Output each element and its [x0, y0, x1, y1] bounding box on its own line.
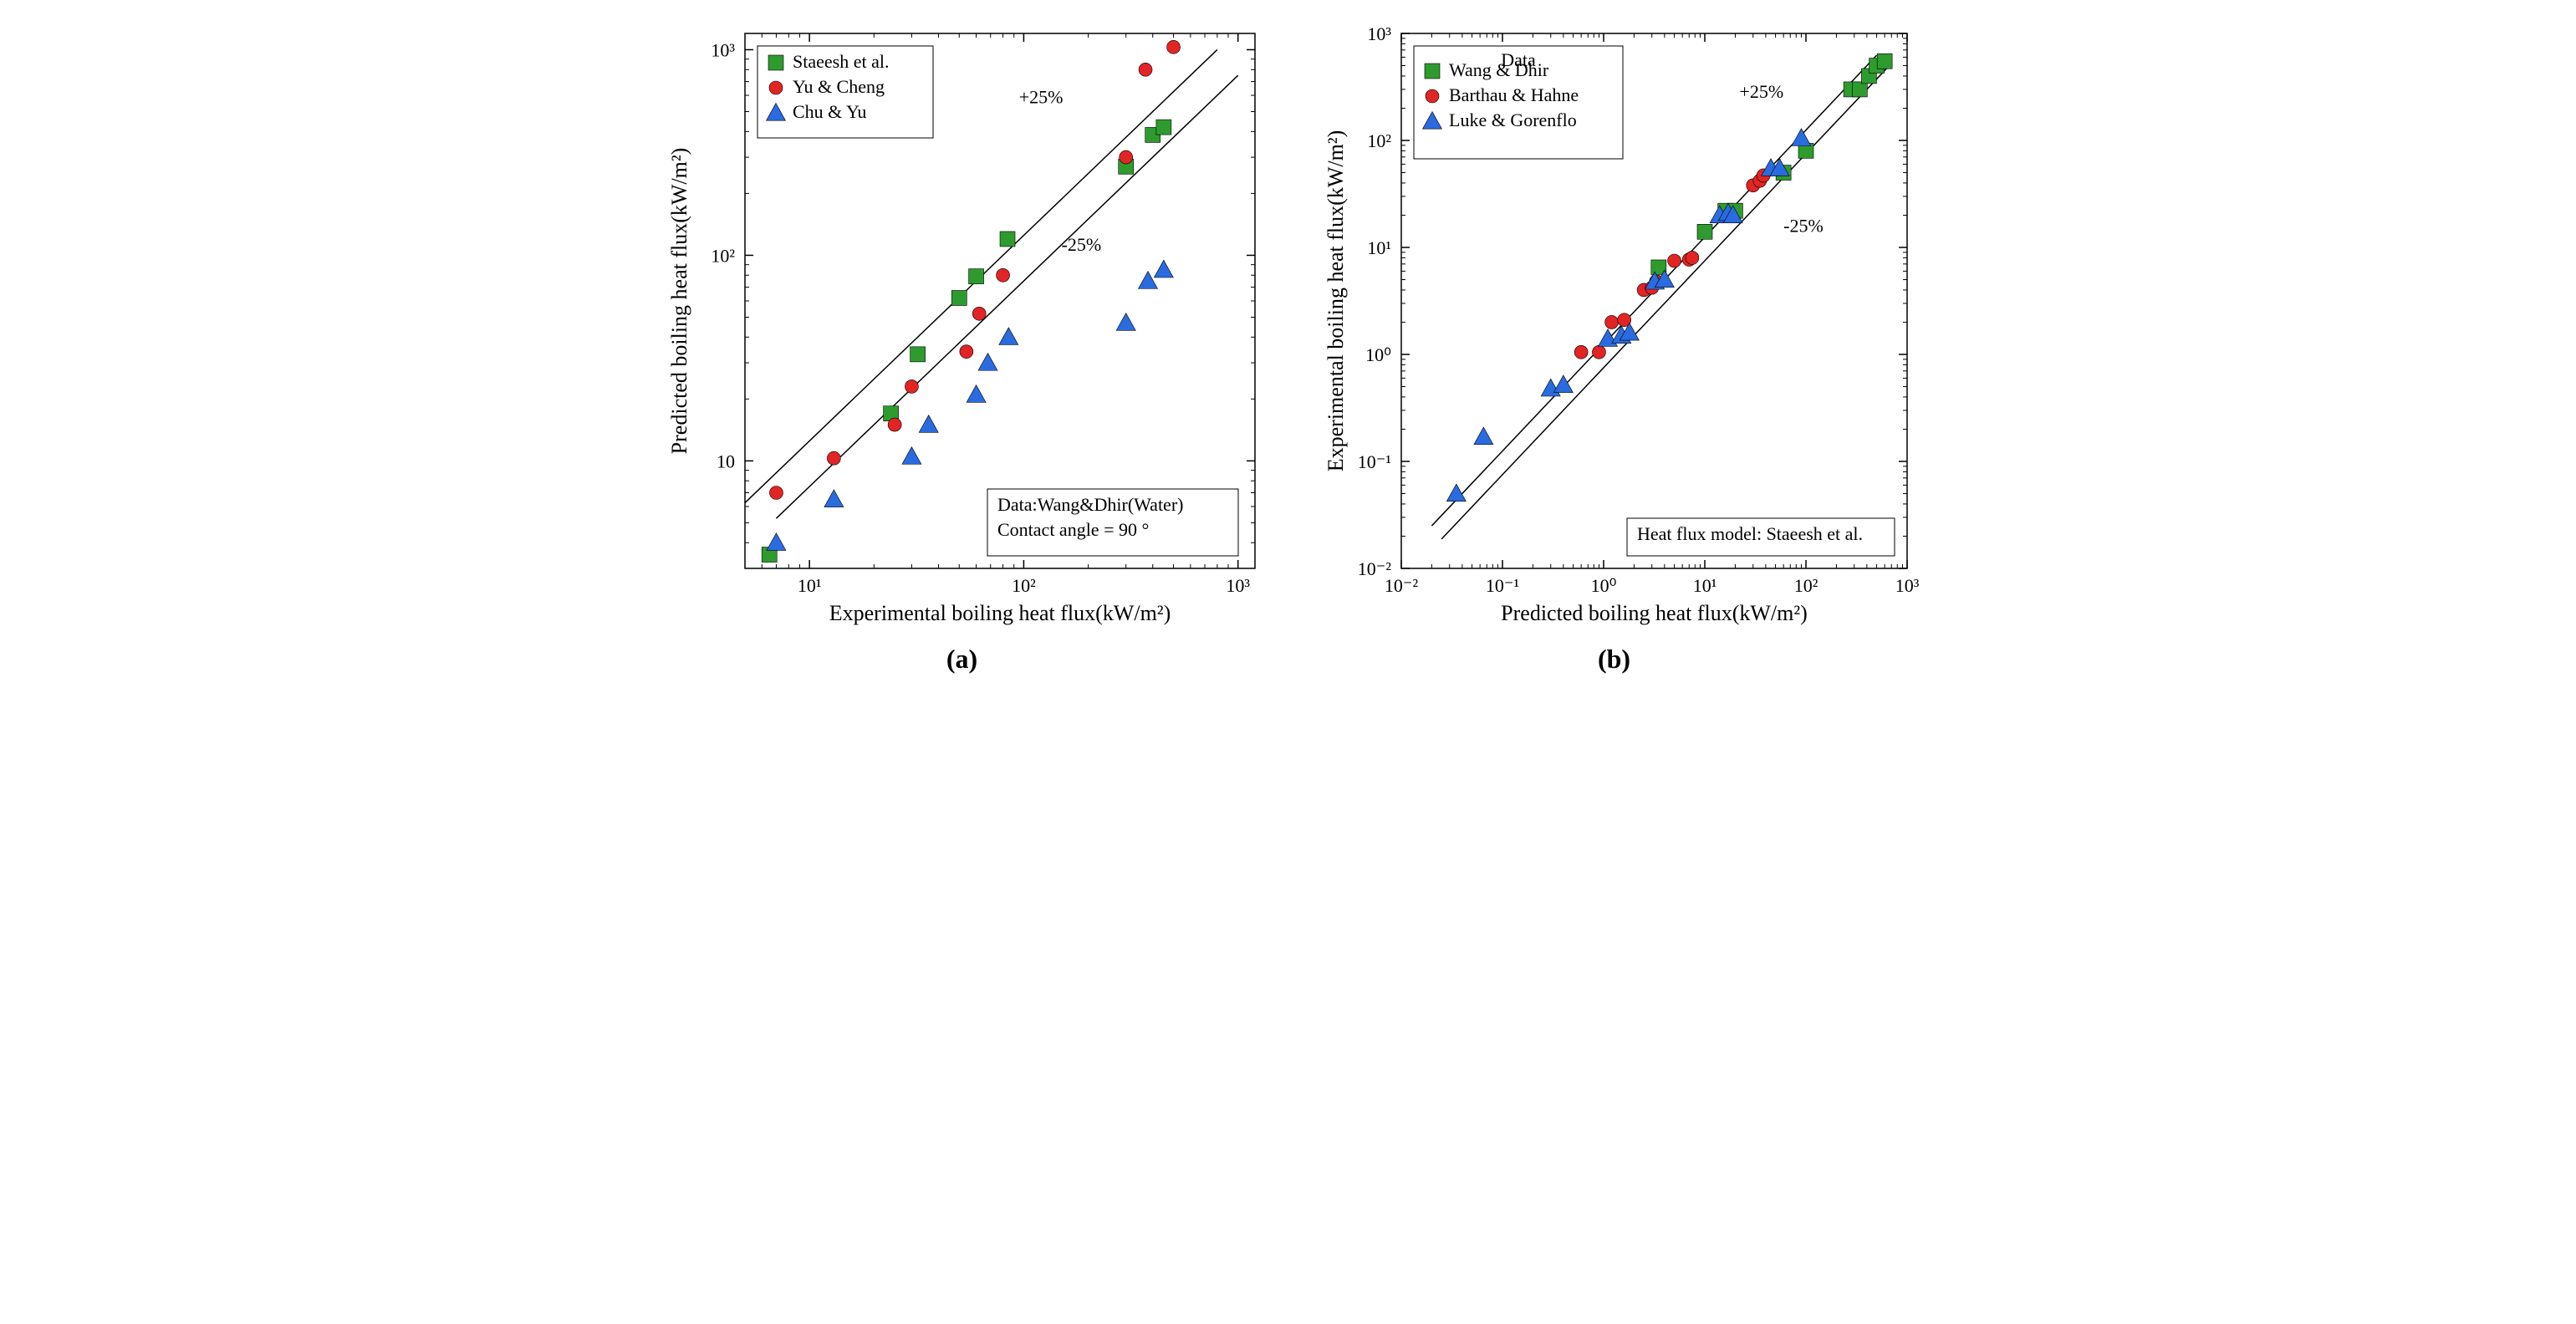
- svg-text:10²: 10²: [1793, 575, 1818, 596]
- svg-text:Contact angle = 90 °: Contact angle = 90 °: [997, 519, 1149, 540]
- svg-text:Data:Wang&Dhir(Water): Data:Wang&Dhir(Water): [997, 494, 1183, 515]
- svg-text:Yu & Cheng: Yu & Cheng: [793, 76, 885, 97]
- svg-text:10²: 10²: [711, 245, 735, 266]
- figure-container: 10¹ 10² 10³ 10 10² 10³ Experimental boiling he…: [0, 0, 2576, 691]
- svg-text:10: 10: [717, 451, 735, 471]
- svg-text:10³: 10³: [1226, 575, 1250, 596]
- svg-text:10³: 10³: [1895, 575, 1919, 596]
- svg-text:10¹: 10¹: [1692, 575, 1716, 596]
- chart-b: 10⁻²10⁻¹10⁰10¹10²10³10⁻²10⁻¹10⁰10¹10²10³…: [1305, 17, 1924, 635]
- svg-text:Staeesh et al.: Staeesh et al.: [793, 51, 889, 72]
- svg-text:10³: 10³: [711, 39, 735, 60]
- svg-text:10²: 10²: [1367, 130, 1391, 151]
- svg-text:10⁰: 10⁰: [1590, 575, 1616, 596]
- svg-text:10⁻¹: 10⁻¹: [1357, 451, 1390, 472]
- svg-text:Predicted boiling heat flux(kW: Predicted boiling heat flux(kW/m²): [1501, 601, 1808, 625]
- svg-text:Heat flux model: Staeesh et al: Heat flux model: Staeesh et al.: [1637, 523, 1863, 544]
- svg-text:-25%: -25%: [1783, 215, 1824, 236]
- svg-text:Chu & Yu: Chu & Yu: [793, 101, 866, 122]
- svg-text:Barthau & Hahne: Barthau & Hahne: [1449, 84, 1579, 105]
- svg-text:10³: 10³: [1367, 23, 1391, 44]
- svg-text:Experimental boiling heat flux: Experimental boiling heat flux(kW/m²): [1324, 130, 1348, 472]
- svg-text:10¹: 10¹: [1367, 237, 1391, 258]
- svg-text:Wang & Dhir: Wang & Dhir: [1449, 59, 1549, 80]
- svg-text:-25%: -25%: [1061, 234, 1101, 255]
- svg-text:10⁰: 10⁰: [1365, 344, 1391, 365]
- panel-a: 10¹ 10² 10³ 10 10² 10³ Experimental boiling he…: [653, 17, 1272, 675]
- svg-text:10⁻²: 10⁻²: [1357, 558, 1391, 579]
- panel-b-label: (b): [1598, 644, 1630, 675]
- panel-b: 10⁻²10⁻¹10⁰10¹10²10³10⁻²10⁻¹10⁰10¹10²10³…: [1305, 17, 1924, 675]
- svg-text:10¹: 10¹: [797, 575, 821, 596]
- svg-text:+25%: +25%: [1739, 81, 1783, 102]
- panel-a-label: (a): [946, 644, 977, 675]
- chart-a: 10¹ 10² 10³ 10 10² 10³ Experimental boiling he…: [653, 17, 1272, 635]
- svg-text:10⁻¹: 10⁻¹: [1485, 575, 1518, 596]
- svg-text:Luke & Gorenflo: Luke & Gorenflo: [1449, 109, 1577, 130]
- svg-text:10²: 10²: [1012, 575, 1036, 596]
- svg-text:Experimental boiling heat flux: Experimental boiling heat flux(kW/m²): [829, 601, 1171, 625]
- svg-text:Predicted boiling heat flux(kW: Predicted boiling heat flux(kW/m²): [667, 148, 691, 455]
- svg-text:+25%: +25%: [1018, 86, 1063, 107]
